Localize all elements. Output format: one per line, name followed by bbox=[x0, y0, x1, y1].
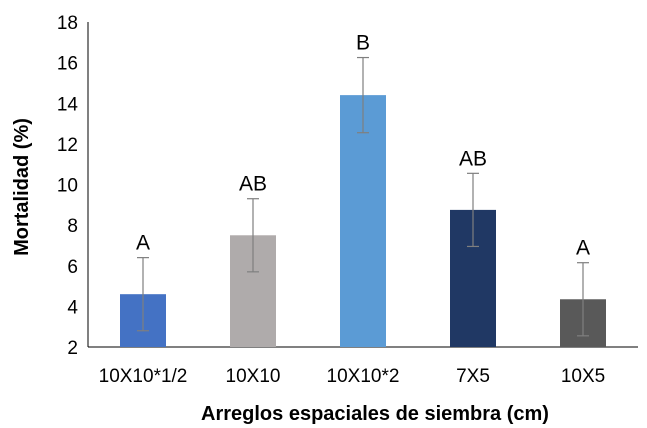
x-tick-label: 10X10 bbox=[226, 366, 281, 387]
bar bbox=[340, 95, 386, 347]
y-tick-label: 4 bbox=[67, 297, 78, 318]
significance-letter: AB bbox=[459, 147, 487, 170]
significance-letter: A bbox=[136, 232, 150, 255]
x-axis: 10X10*1/2 10X10 10X10*2 7X5 10X5 bbox=[88, 346, 638, 387]
significance-letter: AB bbox=[239, 173, 267, 196]
significance-letters: A AB B AB A bbox=[136, 32, 590, 260]
y-tick-label: 18 bbox=[57, 13, 78, 34]
error-bar bbox=[357, 56, 369, 134]
error-bars bbox=[137, 56, 589, 337]
error-bar bbox=[577, 262, 589, 337]
y-tick-label: 8 bbox=[67, 216, 78, 237]
bars bbox=[120, 95, 606, 347]
y-tick-label: 16 bbox=[57, 54, 78, 75]
y-axis: 2 4 6 8 10 12 14 16 18 bbox=[57, 13, 89, 359]
y-tick-label: 2 bbox=[67, 338, 78, 359]
error-bar bbox=[137, 257, 149, 332]
y-axis-title: Mortalidad (%) bbox=[11, 118, 33, 256]
x-axis-title: Arreglos espaciales de siembra (cm) bbox=[201, 403, 549, 425]
significance-letter: B bbox=[356, 32, 370, 55]
y-tick-label: 14 bbox=[57, 94, 79, 115]
x-tick-label: 10X5 bbox=[561, 366, 605, 387]
error-bar bbox=[247, 198, 259, 273]
significance-letter: A bbox=[576, 237, 590, 260]
x-tick-labels: 10X10*1/2 10X10 10X10*2 7X5 10X5 bbox=[99, 366, 606, 387]
y-tick-label: 10 bbox=[57, 176, 78, 197]
y-tick-labels: 2 4 6 8 10 12 14 16 18 bbox=[57, 13, 79, 359]
x-tick-label: 7X5 bbox=[456, 366, 490, 387]
y-tick-label: 6 bbox=[67, 257, 78, 278]
error-bar bbox=[467, 172, 479, 248]
x-tick-label: 10X10*2 bbox=[327, 366, 400, 387]
x-tick-label: 10X10*1/2 bbox=[99, 366, 188, 387]
y-tick-label: 12 bbox=[57, 135, 78, 156]
